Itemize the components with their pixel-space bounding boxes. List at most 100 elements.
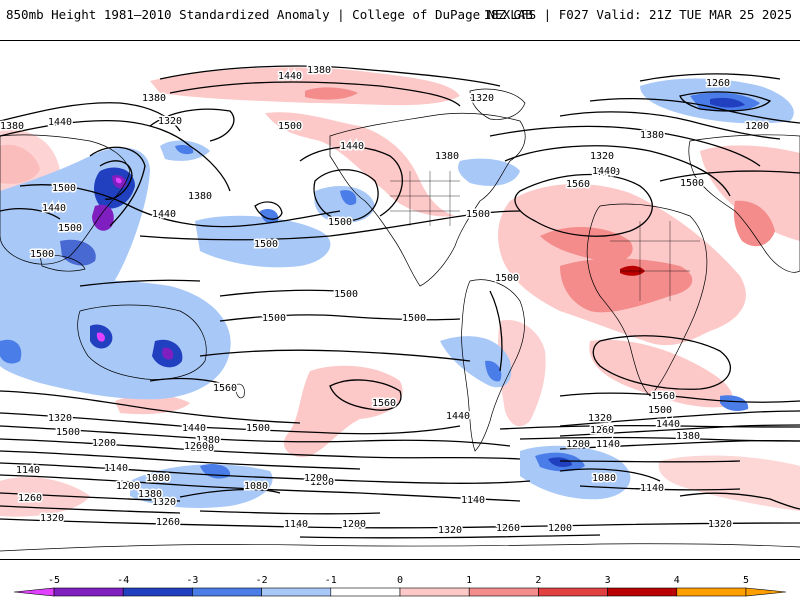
contour-label: 1440 xyxy=(596,167,620,178)
negative-anomaly-indonesia xyxy=(60,239,96,266)
colorbar-arrow-left xyxy=(13,587,55,597)
contour-label: 1200 xyxy=(342,519,366,530)
contour-1200-east xyxy=(559,439,800,450)
positive-anomaly-arabia xyxy=(733,200,775,247)
contour-1260-siberia xyxy=(639,73,781,82)
negative-anomaly-south-atlantic xyxy=(720,395,749,411)
contour-label: 1500 xyxy=(680,178,704,189)
contour-label: 1500 xyxy=(278,121,302,132)
contour-1140-south-2 xyxy=(359,492,521,502)
contour-label: 1080 xyxy=(146,473,170,484)
colorbar-arrow-right xyxy=(745,587,787,597)
contour-1500-tropics-3 xyxy=(219,314,461,322)
contour-label: 1320 xyxy=(590,151,614,162)
negative-anomaly-japan-core xyxy=(94,167,135,209)
contour-1500-tropics xyxy=(79,279,201,287)
contour-label: 1260 xyxy=(706,78,730,89)
contour-1320-south xyxy=(0,438,521,460)
contour-1380-south xyxy=(0,425,511,447)
negative-anomaly-australia-outer xyxy=(0,280,231,400)
contour-label: 1380 xyxy=(435,151,459,162)
contour-label: 1500 xyxy=(262,313,286,324)
contour-label: 1200 xyxy=(304,473,328,484)
map-canvas: 1380 1440 1380 1320 1440 1500 1440 1500 … xyxy=(0,64,800,552)
east-asia-outline xyxy=(0,134,131,265)
contour-label: 1260 xyxy=(496,523,520,534)
negative-anomaly-north-pacific xyxy=(195,215,331,268)
contour-label: 1260 xyxy=(156,517,180,528)
colorbar-segment xyxy=(192,587,262,597)
contour-1500-south-atlantic xyxy=(559,392,800,403)
colorbar-tick-label: 1 xyxy=(466,575,472,586)
contour-label: 1200 xyxy=(548,523,572,534)
contour-1560-south-pacific xyxy=(329,379,402,411)
colorbar-tick-label: -1 xyxy=(325,575,337,586)
contour-labels: 1380 1440 1380 1320 1440 1500 1440 1500 … xyxy=(0,64,771,538)
anomaly-shading xyxy=(0,67,800,517)
negative-anomaly-north-pacific-west-core xyxy=(175,144,194,155)
contour-label: 1200 xyxy=(310,477,334,488)
contour-1440-atlantic xyxy=(489,125,761,167)
contour-label: 1500 xyxy=(466,209,490,220)
negative-anomaly-canada xyxy=(458,158,520,186)
positive-anomaly-southern-ocean xyxy=(658,455,800,511)
contour-1500-tropics-2 xyxy=(219,289,341,297)
contour-label: 1380 xyxy=(676,431,700,442)
contour-label: 1500 xyxy=(334,289,358,300)
contour-label: 1140 xyxy=(596,439,620,450)
contour-1440-arctic xyxy=(169,81,461,107)
contour-1500-south-1 xyxy=(0,390,301,424)
contour-label: 1380 xyxy=(307,65,331,76)
colorbar-segment xyxy=(607,587,678,597)
contour-label: 1500 xyxy=(52,183,76,194)
contour-label: 1260 xyxy=(184,441,208,452)
contour-label: 1260 xyxy=(190,443,214,454)
antarctica-outline xyxy=(0,543,800,552)
colorbar-segment xyxy=(676,587,747,597)
contour-label: 1440 xyxy=(656,419,680,430)
contour-1500-north-pacific xyxy=(139,210,521,241)
contour-1080-south xyxy=(179,488,281,498)
contour-label: 1440 xyxy=(592,166,616,177)
contour-label: 1320 xyxy=(158,116,182,127)
positive-anomaly-arctic-core xyxy=(305,87,358,100)
contour-label: 1380 xyxy=(640,130,664,141)
contour-label: 1200 xyxy=(116,481,140,492)
valid-time-label: 18Z GFS | F027 Valid: 21Z TUE MAR 25 202… xyxy=(483,7,792,22)
colorbar-tick-label: 0 xyxy=(397,575,403,586)
colorbar-ticks: -5 -4 -3 -2 -1 0 1 2 3 4 5 xyxy=(48,575,749,586)
contour-label: 1200 xyxy=(566,439,590,450)
contour-label: 1560 xyxy=(651,391,675,402)
contour-label: 1560 xyxy=(213,383,237,394)
contour-label: 1500 xyxy=(246,423,270,434)
us-state-grid xyxy=(390,171,460,226)
negative-anomaly-korea xyxy=(92,204,114,231)
land-outlines xyxy=(0,88,800,552)
contour-label: 1140 xyxy=(284,519,308,530)
colorbar-tick-label: -3 xyxy=(186,575,198,586)
contour-1140-east xyxy=(559,460,741,463)
contour-1260-far-south-2 xyxy=(299,534,601,539)
indonesia-outline xyxy=(39,254,86,272)
contour-label: 1260 xyxy=(590,425,614,436)
contour-1260-far-south xyxy=(0,505,181,514)
contour-1500-eurasia xyxy=(659,170,800,182)
contour-1440-east xyxy=(499,424,800,430)
contour-label: 1140 xyxy=(640,483,664,494)
contour-label: 1320 xyxy=(152,497,176,508)
contour-label: 1440 xyxy=(340,141,364,152)
positive-anomaly-west-africa-core xyxy=(620,265,645,276)
contour-label: 1320 xyxy=(40,513,64,524)
contour-1200-far-south xyxy=(0,492,181,502)
contour-1140-far-south-2 xyxy=(199,510,381,515)
contour-label: 1440 xyxy=(152,209,176,220)
contour-1380-west xyxy=(0,102,181,132)
contour-label: 1140 xyxy=(461,495,485,506)
positive-anomaly-south-atlantic xyxy=(589,339,733,408)
positive-anomaly-arctic xyxy=(150,67,460,106)
contour-label: 1380 xyxy=(0,121,24,132)
negative-anomaly-east-pacific-core xyxy=(485,360,502,382)
contour-1260-east xyxy=(559,424,800,437)
contour-label: 1500 xyxy=(58,223,82,234)
colorbar-tick-label: 4 xyxy=(674,575,680,586)
